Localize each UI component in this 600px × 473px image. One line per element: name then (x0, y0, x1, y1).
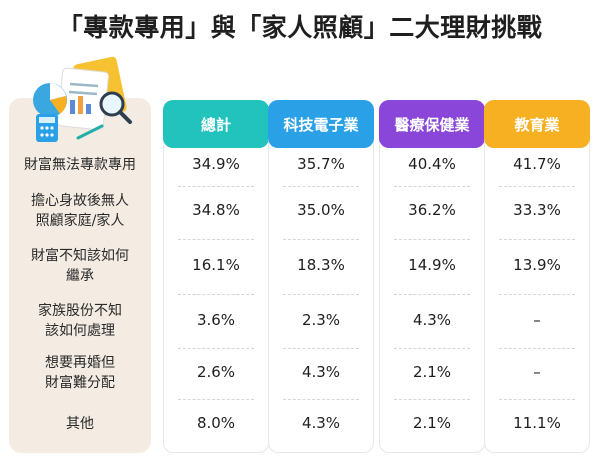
data-cell: 2.1% (412, 363, 452, 381)
data-cell: 41.7% (513, 155, 561, 173)
data-cell: 18.3% (297, 256, 345, 274)
row-divider (499, 186, 575, 187)
pen-icon (76, 124, 104, 140)
row-divider (283, 399, 359, 400)
data-cell: 16.1% (192, 256, 240, 274)
data-cell: 3.6% (196, 311, 236, 329)
financial-documents-illustration (33, 56, 132, 142)
row-label: 其他 (66, 416, 94, 432)
data-cell: 13.9% (513, 256, 561, 274)
data-cell: 35.0% (297, 201, 345, 219)
row-divider (394, 239, 470, 240)
row-label: 財富不知該如何 繼承 (31, 248, 129, 284)
page-title: 「專款專用」與「家人照顧」二大理財挑戰 (57, 13, 543, 42)
row-divider (283, 294, 359, 295)
column-card (484, 100, 590, 453)
row-divider (178, 348, 254, 349)
row-divider (394, 399, 470, 400)
row-divider (394, 348, 470, 349)
row-divider (394, 294, 470, 295)
row-divider (178, 186, 254, 187)
row-label: 財富無法專款專用 (24, 157, 136, 173)
row-divider (283, 186, 359, 187)
row-divider (178, 399, 254, 400)
column-card (268, 100, 374, 453)
magnifier-icon (99, 91, 125, 117)
row-divider (178, 294, 254, 295)
data-cell: 40.4% (408, 155, 456, 173)
data-cell: 4.3% (301, 363, 341, 381)
row-label-panel (9, 98, 151, 453)
data-cell: 34.8% (192, 201, 240, 219)
row-label: 擔心身故後無人 照顧家庭/家人 (31, 193, 129, 229)
row-divider (499, 399, 575, 400)
row-divider (283, 239, 359, 240)
data-cell: 4.3% (412, 311, 452, 329)
data-cell: 2.6% (196, 363, 236, 381)
data-cell: 2.1% (412, 414, 452, 432)
row-divider (499, 239, 575, 240)
data-cell: 34.9% (192, 155, 240, 173)
data-cell: 36.2% (408, 201, 456, 219)
data-cell: 33.3% (513, 201, 561, 219)
row-divider (499, 348, 575, 349)
data-cell: 11.1% (513, 414, 561, 432)
column-header: 教育業 (484, 100, 590, 148)
data-cell: 14.9% (408, 256, 456, 274)
row-divider (499, 294, 575, 295)
row-divider (394, 186, 470, 187)
column-header: 醫療保健業 (379, 100, 485, 148)
data-cell: – (533, 363, 541, 381)
row-divider (178, 239, 254, 240)
column-header: 總計 (163, 100, 269, 148)
data-cell: 2.3% (301, 311, 341, 329)
column-header: 科技電子業 (268, 100, 374, 148)
data-cell: 35.7% (297, 155, 345, 173)
row-divider (283, 348, 359, 349)
column-card (379, 100, 485, 453)
row-label: 想要再婚但 財富難分配 (45, 355, 115, 391)
data-cell: 8.0% (196, 414, 236, 432)
column-card (163, 100, 269, 453)
row-label: 家族股份不知 該如何處理 (38, 303, 122, 339)
data-cell: – (533, 311, 541, 329)
data-cell: 4.3% (301, 414, 341, 432)
